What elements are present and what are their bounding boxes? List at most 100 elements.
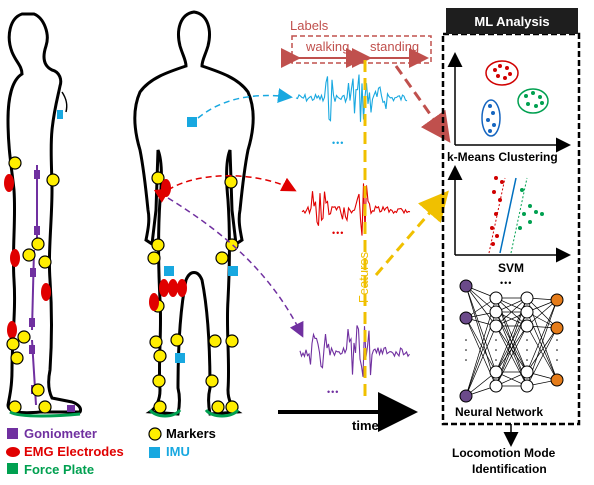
marker-dot <box>226 335 238 347</box>
neural-network-graph <box>460 280 563 402</box>
nn-hidden-node <box>521 366 533 378</box>
nn-gap-dot <box>465 359 467 361</box>
legend-emg-swatch <box>6 447 20 457</box>
legend-goniometer-label: Goniometer <box>24 426 97 441</box>
nn-gap-dot <box>465 349 467 351</box>
emg-electrode <box>161 179 171 197</box>
features-label: Features <box>356 252 371 303</box>
nn-input-node <box>460 280 472 292</box>
features-arrow <box>376 195 445 275</box>
legend-goniometer-swatch <box>7 428 18 439</box>
marker-dot <box>9 157 21 169</box>
nn-output-node <box>551 374 563 386</box>
kmeans-caption: k-Means Clustering <box>447 150 558 164</box>
imu-marker <box>175 353 185 363</box>
nn-hidden-node <box>521 380 533 392</box>
imu-arrow <box>198 96 290 118</box>
goniometer-marker <box>29 318 35 327</box>
nn-gap-dot <box>556 339 558 341</box>
side-view-body <box>4 14 81 416</box>
imu-marker <box>57 110 63 119</box>
nn-output-node <box>551 322 563 334</box>
goniometer-marker <box>29 345 35 354</box>
nn-hidden-node <box>490 366 502 378</box>
legend-force-plate-swatch <box>7 463 18 474</box>
marker-dot <box>152 239 164 251</box>
nn-hidden-node <box>521 306 533 318</box>
goniometer-marker <box>67 405 75 412</box>
imu-ellipsis: ••• <box>332 138 344 148</box>
walking-label: walking <box>306 39 349 54</box>
emg-electrode <box>177 279 187 297</box>
marker-dot <box>150 336 162 348</box>
nn-hidden-node <box>490 320 502 332</box>
nn-gap-dot <box>495 359 497 361</box>
legend-emg-label: EMG Electrodes <box>24 444 124 459</box>
legend-marker-swatch <box>149 428 161 440</box>
nn-gap-dot <box>526 349 528 351</box>
marker-dot <box>32 384 44 396</box>
imu-marker <box>164 266 174 276</box>
cluster-red <box>486 61 518 85</box>
emg-electrode <box>10 249 20 267</box>
front-body-outline <box>135 12 254 414</box>
marker-dot <box>154 401 166 413</box>
emg-electrode <box>4 174 14 192</box>
nn-hidden-node <box>490 380 502 392</box>
emg-electrode <box>159 279 169 297</box>
marker-dot <box>154 350 166 362</box>
nn-hidden-node <box>490 306 502 318</box>
output-label-line1: Locomotion Mode <box>452 446 555 460</box>
marker-dot <box>32 238 44 250</box>
nn-hidden-node <box>490 292 502 304</box>
legend-imu-swatch <box>149 447 160 458</box>
nn-gap-dot <box>556 349 558 351</box>
marker-dot <box>209 335 221 347</box>
marker-dot <box>23 249 35 261</box>
imu-marker <box>187 117 197 127</box>
nn-gap-dot <box>495 349 497 351</box>
nn-input-node <box>460 312 472 324</box>
emg-signal-trace <box>302 183 410 235</box>
marker-dot <box>11 352 23 364</box>
front-view-body <box>135 12 254 416</box>
emg-ellipsis: ••• <box>332 228 344 238</box>
emg-electrode <box>41 283 51 301</box>
nn-gap-dot <box>526 339 528 341</box>
output-label-line2: Identification <box>472 462 547 476</box>
svm-plot <box>455 168 568 255</box>
marker-dot <box>206 375 218 387</box>
marker-dot <box>7 338 19 350</box>
side-arm-line <box>62 92 67 112</box>
emg-electrode <box>168 279 178 297</box>
goniometer-marker <box>30 268 36 277</box>
marker-dot <box>47 174 59 186</box>
nn-input-node <box>460 390 472 402</box>
labels-title: Labels <box>290 18 328 33</box>
nn-ellipsis: ••• <box>500 278 512 288</box>
nn-gap-dot <box>556 359 558 361</box>
imu-signal-trace <box>296 75 407 122</box>
marker-dot <box>39 256 51 268</box>
marker-dot <box>18 331 30 343</box>
legend-force-plate-label: Force Plate <box>24 462 94 477</box>
legend-imu-label: IMU <box>166 444 190 459</box>
marker-dot <box>153 375 165 387</box>
marker-dot <box>225 176 237 188</box>
marker-dot <box>216 252 228 264</box>
nn-hidden-node <box>521 320 533 332</box>
nn-gap-dot <box>465 339 467 341</box>
labels-to-kmeans-arrow <box>396 66 447 138</box>
ml-analysis-title: ML Analysis <box>446 8 578 34</box>
emg-electrode <box>7 321 17 339</box>
nn-gap-dot <box>526 359 528 361</box>
nn-output-node <box>551 294 563 306</box>
legend-markers-label: Markers <box>166 426 216 441</box>
marker-dot <box>212 401 224 413</box>
svm-caption: SVM <box>498 261 524 275</box>
time-label: time <box>352 418 379 433</box>
goniometer-signal-trace <box>300 325 410 376</box>
goniometer-marker <box>34 170 40 179</box>
kmeans-plot <box>455 55 568 145</box>
goniometer-ellipsis: ••• <box>327 387 339 397</box>
